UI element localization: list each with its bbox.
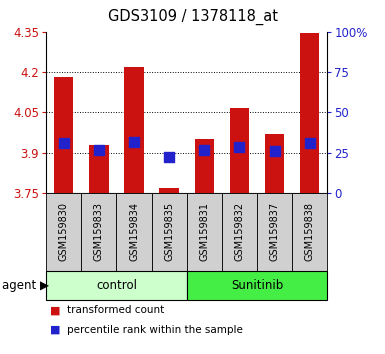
Bar (257, 193, 292, 271)
Text: GSM159835: GSM159835 (164, 202, 174, 262)
Text: control: control (96, 279, 137, 292)
Bar (152, 193, 187, 271)
Text: GSM159831: GSM159831 (199, 202, 209, 261)
Text: GDS3109 / 1378118_at: GDS3109 / 1378118_at (107, 9, 278, 25)
Text: agent ▶: agent ▶ (2, 279, 49, 292)
Bar (187, 271, 327, 300)
Point (61, 141, 67, 146)
Text: ■: ■ (50, 325, 60, 335)
Bar (222, 193, 257, 271)
Point (236, 144, 243, 150)
Text: GSM159838: GSM159838 (305, 202, 315, 261)
Text: GSM159833: GSM159833 (94, 202, 104, 261)
Bar (230, 108, 249, 193)
Text: GSM159834: GSM159834 (129, 202, 139, 261)
Text: percentile rank within the sample: percentile rank within the sample (67, 325, 243, 335)
Text: GSM159830: GSM159830 (59, 202, 69, 261)
Text: transformed count: transformed count (67, 305, 165, 315)
Bar (46, 193, 81, 271)
Text: GSM159832: GSM159832 (234, 202, 244, 262)
Point (201, 147, 208, 153)
Bar (187, 193, 222, 271)
Bar (46, 271, 187, 300)
Bar (292, 193, 327, 271)
Bar (265, 134, 284, 193)
Bar (81, 193, 116, 271)
Point (306, 141, 313, 146)
Bar (195, 139, 214, 193)
Bar (116, 193, 152, 271)
Bar (54, 78, 74, 193)
Point (96, 147, 102, 153)
Text: GSM159837: GSM159837 (270, 202, 280, 262)
Text: Sunitinib: Sunitinib (231, 279, 283, 292)
Bar (159, 188, 179, 193)
Bar (124, 67, 144, 193)
Point (271, 148, 278, 154)
Bar (89, 144, 109, 193)
Point (166, 154, 172, 160)
Bar (300, 33, 319, 193)
Point (131, 139, 137, 145)
Text: ■: ■ (50, 305, 60, 315)
